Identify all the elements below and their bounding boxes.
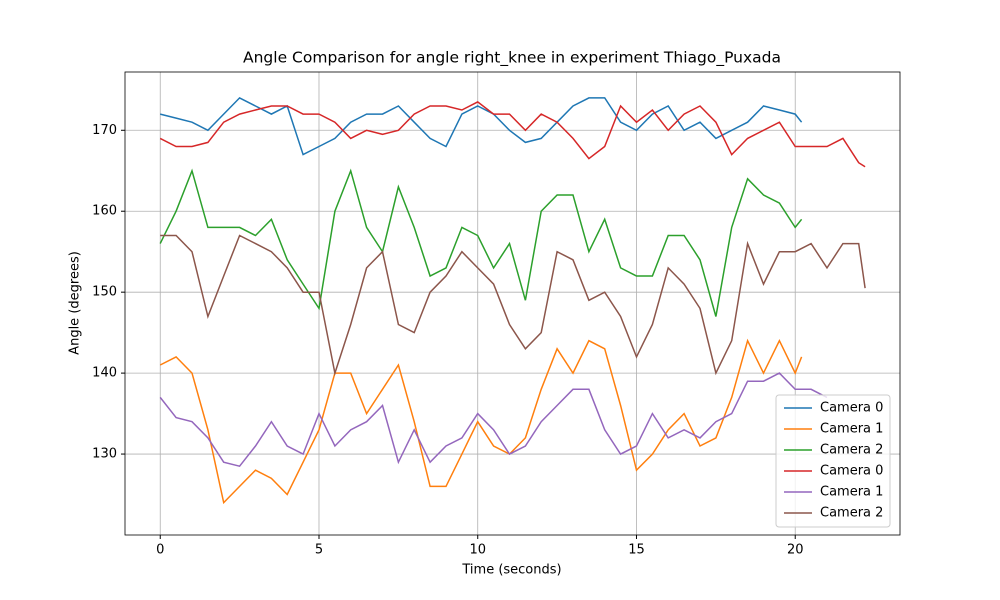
x-axis-label: Time (seconds) (461, 563, 561, 578)
y-axis-label: Angle (degrees) (68, 251, 83, 355)
chart-title: Angle Comparison for angle right_knee in… (243, 49, 781, 68)
data-line (159, 101, 866, 168)
legend-label: Camera 2 (820, 506, 883, 521)
x-tick-label: 5 (315, 543, 323, 558)
data-line (160, 234, 866, 377)
legend-label: Camera 1 (820, 422, 883, 437)
legend-label: Camera 0 (820, 401, 883, 416)
data-line (159, 168, 803, 317)
x-tick-label: 10 (469, 543, 486, 558)
legend: Camera 0 Camera 1 Camera 2 Camera 0 Camera 1… (775, 394, 891, 528)
data-line (160, 96, 803, 156)
data-line (159, 338, 803, 505)
x-tick-label: 0 (156, 543, 164, 558)
y-tick-label: 170 (92, 123, 117, 138)
y-tick-label: 150 (92, 285, 117, 300)
legend-label: Camera 2 (820, 443, 883, 458)
x-tick-label: 15 (628, 543, 645, 558)
legend-label: Camera 1 (820, 485, 883, 500)
y-tick-label: 130 (92, 447, 117, 462)
y-tick-label: 160 (92, 204, 117, 219)
x-tick-label: 20 (787, 543, 804, 558)
plot-frame (124, 71, 901, 536)
data-line (159, 372, 828, 468)
y-tick-label: 140 (92, 366, 117, 381)
legend-label: Camera 0 (820, 464, 883, 479)
legend-box (775, 394, 891, 528)
